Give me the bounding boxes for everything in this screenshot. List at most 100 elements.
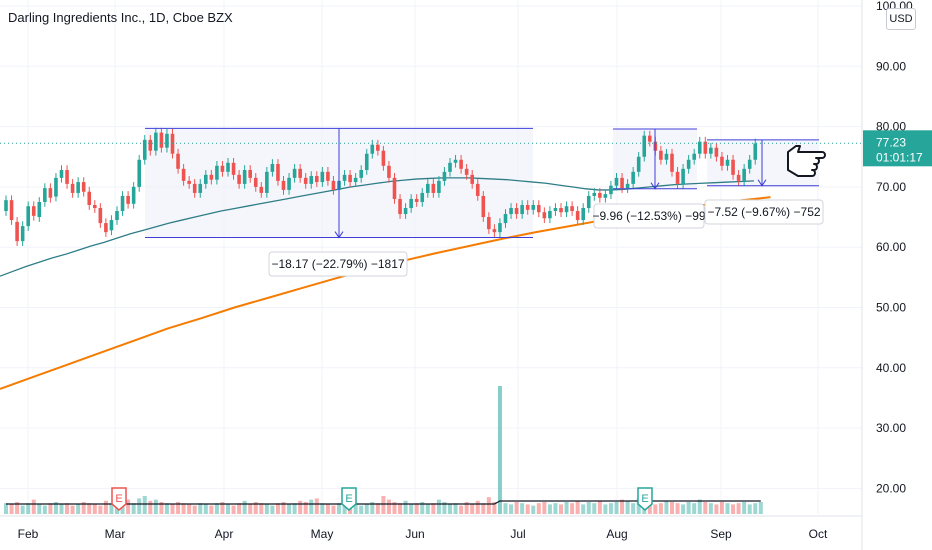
volume-bar bbox=[409, 504, 414, 514]
candle-body bbox=[520, 204, 524, 215]
candle-body bbox=[747, 159, 752, 169]
volume-bar bbox=[453, 503, 458, 514]
candle-body bbox=[542, 212, 547, 219]
volume-ma-line bbox=[6, 500, 761, 505]
volume-bar bbox=[81, 502, 86, 514]
volume-bar bbox=[714, 504, 719, 514]
volume-bar bbox=[570, 503, 575, 514]
candle-body bbox=[242, 170, 247, 184]
volume-bar bbox=[531, 505, 536, 514]
volume-bar bbox=[259, 503, 264, 514]
candle-body bbox=[253, 177, 258, 187]
volume-bar bbox=[425, 504, 430, 514]
candle-body bbox=[287, 177, 291, 190]
volume-bar bbox=[553, 503, 558, 514]
time-tick-label: Jul bbox=[510, 527, 525, 541]
candle-body bbox=[81, 182, 86, 192]
volume-bar bbox=[203, 504, 208, 514]
volume-bar bbox=[392, 502, 397, 514]
measure-label-box bbox=[704, 199, 824, 225]
candle-body bbox=[237, 174, 241, 184]
volume-bar bbox=[486, 497, 491, 514]
measure-label: −9.96 (−12.53%) −99 bbox=[592, 209, 705, 223]
candle-body bbox=[54, 177, 58, 197]
candle-body bbox=[9, 200, 14, 221]
volume-bar bbox=[342, 502, 347, 514]
candle-body bbox=[625, 183, 630, 189]
last-price-tag bbox=[863, 130, 932, 167]
volume-bar bbox=[253, 502, 258, 514]
candle-body bbox=[226, 162, 230, 172]
volume-bar bbox=[325, 504, 330, 514]
volume-bar bbox=[209, 505, 214, 514]
volume-bar bbox=[503, 503, 508, 514]
candle-body bbox=[392, 177, 397, 199]
measure-label: −18.17 (−22.79%) −1817 bbox=[271, 257, 404, 271]
volume-bar bbox=[681, 504, 686, 514]
candle-body bbox=[48, 188, 53, 198]
candle-body bbox=[498, 223, 502, 233]
volume-bar bbox=[248, 504, 253, 514]
candle-body bbox=[509, 208, 513, 215]
volume-bar bbox=[747, 504, 752, 514]
candle-body bbox=[670, 153, 674, 172]
candle-body bbox=[320, 171, 325, 183]
volume-bar bbox=[87, 503, 92, 514]
earnings-marker[interactable] bbox=[341, 487, 357, 511]
volume-bar bbox=[692, 503, 697, 514]
volume-bar bbox=[736, 503, 741, 514]
volume-bar bbox=[575, 500, 580, 514]
candle-body bbox=[664, 153, 669, 160]
candle-body bbox=[109, 220, 114, 231]
arrow-head-icon bbox=[650, 182, 660, 190]
volume-bar bbox=[120, 502, 125, 514]
candle-body bbox=[76, 182, 80, 193]
volume-bar bbox=[525, 504, 530, 514]
volume-bar bbox=[536, 503, 541, 514]
volume-bar bbox=[287, 504, 292, 514]
candle-body bbox=[148, 139, 153, 151]
volume-bar bbox=[26, 503, 31, 514]
volume-bar bbox=[20, 505, 25, 514]
currency-button[interactable]: USD bbox=[886, 8, 916, 30]
volume-bar bbox=[664, 500, 669, 514]
volume-bar bbox=[603, 504, 608, 514]
candle-body bbox=[742, 168, 746, 181]
candle-body bbox=[104, 223, 108, 233]
candle-body bbox=[409, 198, 413, 209]
volume-bar bbox=[758, 502, 763, 514]
volume-bar bbox=[742, 502, 747, 514]
volume-bar bbox=[725, 503, 730, 514]
candle-body bbox=[437, 180, 441, 193]
volume-bar bbox=[31, 499, 36, 514]
candle-body bbox=[326, 171, 330, 181]
candle-body bbox=[736, 174, 741, 181]
volume-bar bbox=[481, 503, 486, 514]
volume-bar bbox=[431, 503, 436, 514]
volume-bar bbox=[187, 504, 192, 514]
earnings-marker[interactable] bbox=[637, 487, 653, 511]
candle-body bbox=[31, 206, 36, 216]
earnings-marker-label: E bbox=[345, 493, 352, 505]
volume-bar bbox=[137, 498, 142, 514]
time-tick-label: Jun bbox=[405, 527, 424, 541]
volume-bar bbox=[303, 502, 308, 514]
candle-body bbox=[725, 159, 730, 166]
candle-body bbox=[575, 211, 580, 221]
candle-body bbox=[359, 170, 363, 178]
earnings-marker[interactable] bbox=[111, 487, 127, 511]
volume-bar bbox=[192, 505, 197, 514]
arrow-head-icon bbox=[757, 179, 767, 187]
candle-body bbox=[20, 226, 25, 242]
volume-bar bbox=[708, 503, 713, 514]
candle-body bbox=[270, 163, 275, 172]
candle-body bbox=[609, 185, 613, 195]
candle-body bbox=[59, 170, 64, 178]
candle-body bbox=[697, 141, 702, 154]
candle-body bbox=[431, 183, 436, 193]
earnings-marker-label: E bbox=[641, 493, 648, 505]
volume-bar bbox=[375, 503, 380, 514]
candle-body bbox=[142, 139, 147, 160]
candle-body bbox=[215, 165, 219, 180]
